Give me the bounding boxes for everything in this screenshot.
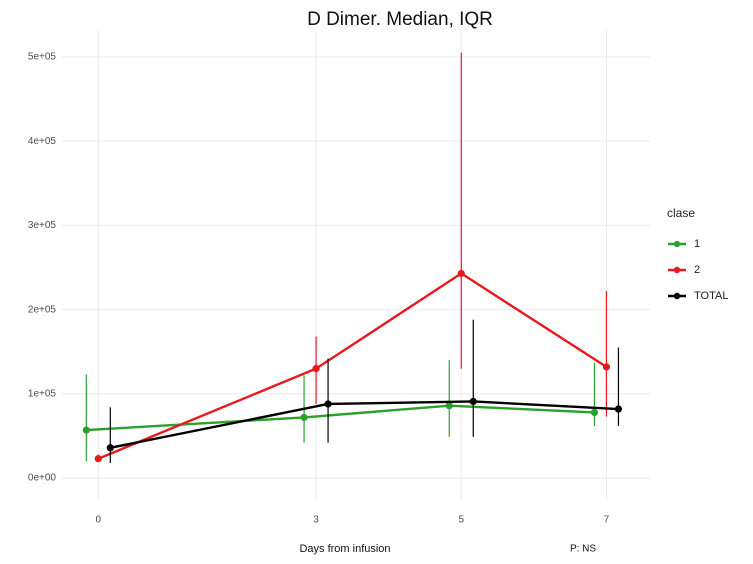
data-point (469, 397, 477, 406)
x-axis-label: Days from infusion (299, 543, 390, 555)
x-tick-label: 3 (313, 515, 319, 526)
y-tick-label: 1e+05 (28, 389, 57, 400)
data-point (106, 444, 114, 452)
y-tick-label: 3e+05 (28, 220, 57, 231)
legend-label: 2 (694, 264, 700, 276)
y-tick-label: 0e+00 (28, 473, 57, 484)
data-point (457, 269, 465, 278)
x-tick-label: 5 (458, 515, 464, 526)
y-tick-label: 4e+05 (28, 136, 57, 147)
data-point (312, 365, 320, 373)
x-tick-label: 7 (604, 515, 610, 526)
annotation: P: NS (570, 544, 596, 555)
legend-swatch (673, 240, 681, 248)
data-point (300, 413, 308, 422)
data-point (445, 402, 453, 410)
data-point (94, 455, 102, 463)
data-point (324, 400, 332, 408)
data-point (602, 363, 611, 371)
y-tick-label: 2e+05 (28, 304, 57, 315)
legend-label: TOTAL (694, 290, 728, 302)
y-tick-label: 5e+05 (28, 52, 57, 63)
legend-swatch (673, 292, 681, 300)
data-point (614, 405, 623, 413)
x-tick-label: 0 (96, 515, 102, 526)
legend-swatch (673, 266, 681, 274)
legend-title: clase (667, 206, 695, 220)
legend-label: 1 (694, 238, 700, 250)
data-point (82, 426, 90, 434)
chart-title: D Dimer. Median, IQR (307, 9, 493, 30)
data-point (590, 408, 599, 417)
series-line (86, 404, 595, 432)
series-line (110, 400, 619, 449)
series-line (97, 271, 608, 460)
